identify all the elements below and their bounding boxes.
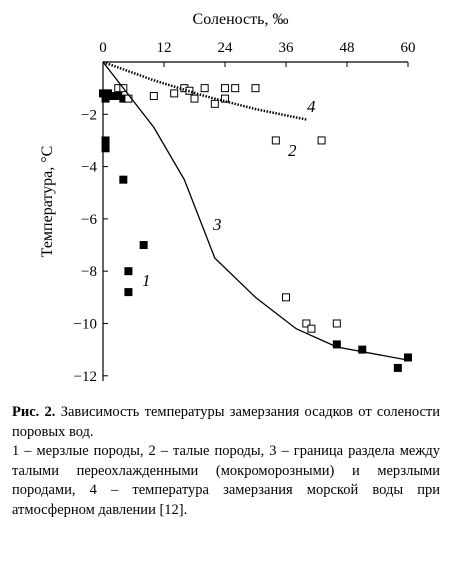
caption-legend: 1 – мерзлые породы, 2 – талые породы, 3 … bbox=[12, 443, 440, 518]
point bbox=[139, 241, 148, 250]
point bbox=[221, 84, 229, 93]
point bbox=[251, 84, 260, 93]
x-tick-label: 36 bbox=[279, 40, 295, 56]
point bbox=[221, 94, 229, 103]
series-label: 1 bbox=[142, 271, 151, 290]
series-label: 4 bbox=[307, 97, 316, 116]
point bbox=[101, 94, 110, 103]
x-tick-label: 12 bbox=[157, 40, 172, 56]
point bbox=[282, 293, 290, 302]
point bbox=[200, 84, 209, 93]
y-tick-label: −10 bbox=[74, 316, 97, 332]
point bbox=[101, 136, 110, 145]
y-tick-label: −8 bbox=[81, 264, 97, 280]
point bbox=[393, 363, 402, 372]
curve bbox=[102, 61, 409, 361]
y-tick-label: −2 bbox=[81, 107, 97, 123]
point bbox=[271, 136, 280, 145]
point bbox=[210, 99, 219, 108]
caption-title: Зависимость температуры замерзания осадк… bbox=[12, 404, 440, 440]
x-axis-label: Соленость, ‰ bbox=[193, 11, 289, 28]
point bbox=[124, 288, 133, 297]
point bbox=[307, 324, 316, 333]
point bbox=[124, 267, 133, 276]
point bbox=[106, 91, 115, 100]
series-label: 2 bbox=[288, 141, 297, 160]
point bbox=[358, 345, 367, 354]
point bbox=[190, 94, 199, 103]
figure-number: Рис. 2. bbox=[12, 404, 56, 420]
point bbox=[101, 144, 110, 153]
point bbox=[302, 319, 311, 328]
x-tick-label: 48 bbox=[340, 40, 355, 56]
x-tick-label: 60 bbox=[401, 40, 416, 56]
caption: Рис. 2. Зависимость температуры замерзан… bbox=[12, 403, 440, 520]
caption-title-line: Рис. 2. Зависимость температуры замерзан… bbox=[12, 403, 440, 442]
point bbox=[317, 136, 326, 145]
point bbox=[231, 84, 240, 93]
point bbox=[332, 340, 341, 349]
x-tick-label: 0 bbox=[99, 40, 107, 56]
y-tick-label: −12 bbox=[74, 369, 97, 385]
y-axis-label: Температура, °С bbox=[39, 146, 56, 258]
point bbox=[170, 89, 179, 98]
point bbox=[149, 91, 158, 100]
y-tick-label: −6 bbox=[81, 212, 97, 228]
y-tick-label: −4 bbox=[81, 160, 97, 176]
point bbox=[99, 89, 107, 98]
point bbox=[332, 319, 341, 328]
x-tick-label: 24 bbox=[218, 40, 234, 56]
point bbox=[119, 175, 128, 184]
point bbox=[404, 353, 412, 362]
curve bbox=[102, 60, 307, 121]
point bbox=[114, 91, 123, 100]
series-label: 3 bbox=[212, 215, 222, 234]
point bbox=[119, 94, 128, 103]
